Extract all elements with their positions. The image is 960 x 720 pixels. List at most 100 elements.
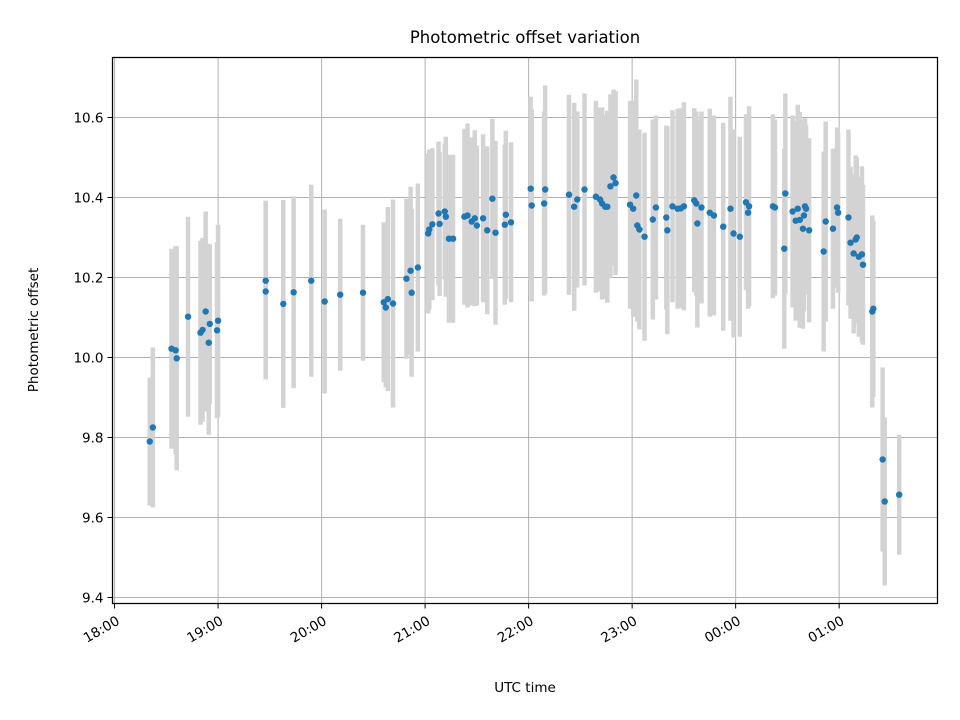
y-tick-label: 10.2: [73, 271, 103, 287]
data-point: [442, 213, 450, 220]
data-point: [796, 216, 804, 224]
data-point: [464, 212, 471, 219]
data-point: [528, 202, 535, 209]
data-point: [199, 326, 206, 334]
data-point: [879, 456, 886, 463]
data-point: [308, 277, 315, 284]
y-tick-label: 10.0: [73, 351, 103, 367]
data-point: [822, 218, 829, 225]
data-point: [607, 183, 614, 190]
y-axis: 9.4 9.6 9.8 10.0 10.2 10.4 10.6: [73, 111, 113, 607]
data-point: [214, 317, 222, 324]
data-point: [833, 204, 841, 211]
data-point: [384, 295, 392, 303]
data-point: [693, 200, 700, 207]
data-point: [610, 174, 617, 181]
data-point: [736, 233, 743, 240]
data-point: [727, 205, 734, 212]
data-point: [435, 210, 442, 217]
y-tick-label: 10.4: [73, 191, 103, 207]
data-point: [805, 227, 813, 234]
data-point: [799, 225, 807, 232]
data-point: [426, 226, 433, 233]
data-point: [633, 192, 640, 199]
data-point: [680, 203, 688, 210]
data-point: [652, 204, 660, 211]
data-point: [206, 320, 214, 328]
data-point: [205, 339, 212, 346]
data-point: [612, 179, 619, 187]
data-point: [146, 438, 153, 445]
data-point: [800, 212, 808, 219]
data-point: [507, 219, 515, 226]
data-point: [730, 230, 737, 237]
data-point: [896, 491, 903, 498]
data-point: [213, 327, 221, 334]
data-point: [570, 203, 578, 210]
data-point: [321, 298, 328, 305]
data-points: [146, 174, 903, 505]
data-point: [664, 227, 671, 234]
x-axis-label: UTC time: [494, 680, 556, 696]
data-point: [604, 203, 611, 210]
data-point: [290, 289, 297, 296]
data-point: [262, 288, 269, 295]
data-point: [403, 275, 410, 282]
data-point: [149, 424, 157, 431]
y-tick-label: 9.8: [82, 431, 103, 447]
data-point: [473, 222, 481, 229]
data-point: [479, 215, 487, 222]
data-point: [663, 214, 670, 221]
data-point: [636, 226, 643, 233]
y-tick-label: 9.4: [82, 591, 103, 607]
data-point: [649, 216, 657, 223]
data-point: [745, 203, 753, 210]
data-point: [359, 289, 367, 296]
data-point: [782, 190, 789, 197]
data-point: [449, 235, 457, 242]
data-point: [858, 251, 866, 258]
data-point: [441, 208, 448, 215]
data-point: [641, 233, 648, 240]
data-point: [173, 355, 180, 362]
data-point: [829, 225, 837, 232]
data-point: [382, 304, 389, 311]
data-point: [850, 250, 857, 257]
data-point: [771, 204, 779, 211]
data-point: [847, 239, 854, 246]
data-point: [527, 185, 534, 192]
data-point: [581, 186, 588, 193]
data-point: [389, 300, 397, 307]
data-point: [710, 212, 718, 219]
data-point: [744, 209, 752, 216]
data-point: [853, 234, 860, 241]
data-point: [407, 267, 414, 274]
y-axis-label: Photometric offset: [26, 268, 42, 392]
data-point: [471, 215, 478, 222]
data-point: [262, 277, 269, 284]
data-point: [436, 220, 443, 228]
data-point: [429, 221, 436, 228]
data-point: [845, 214, 852, 221]
data-point: [789, 208, 796, 215]
data-point: [629, 205, 637, 212]
data-point: [280, 300, 287, 308]
data-point: [870, 305, 877, 312]
y-tick-label: 9.6: [82, 511, 103, 527]
data-point: [720, 223, 727, 230]
data-point: [484, 227, 491, 234]
data-point: [698, 204, 705, 211]
data-point: [820, 248, 827, 255]
data-point: [414, 264, 422, 271]
data-point: [540, 200, 548, 207]
data-point: [859, 261, 867, 268]
data-point: [492, 229, 499, 236]
data-point: [781, 245, 788, 252]
plot-frame: [111, 56, 939, 605]
data-point: [501, 221, 509, 228]
data-point: [834, 209, 842, 216]
data-point: [184, 313, 192, 320]
chart-title: Photometric offset variation: [410, 28, 640, 47]
